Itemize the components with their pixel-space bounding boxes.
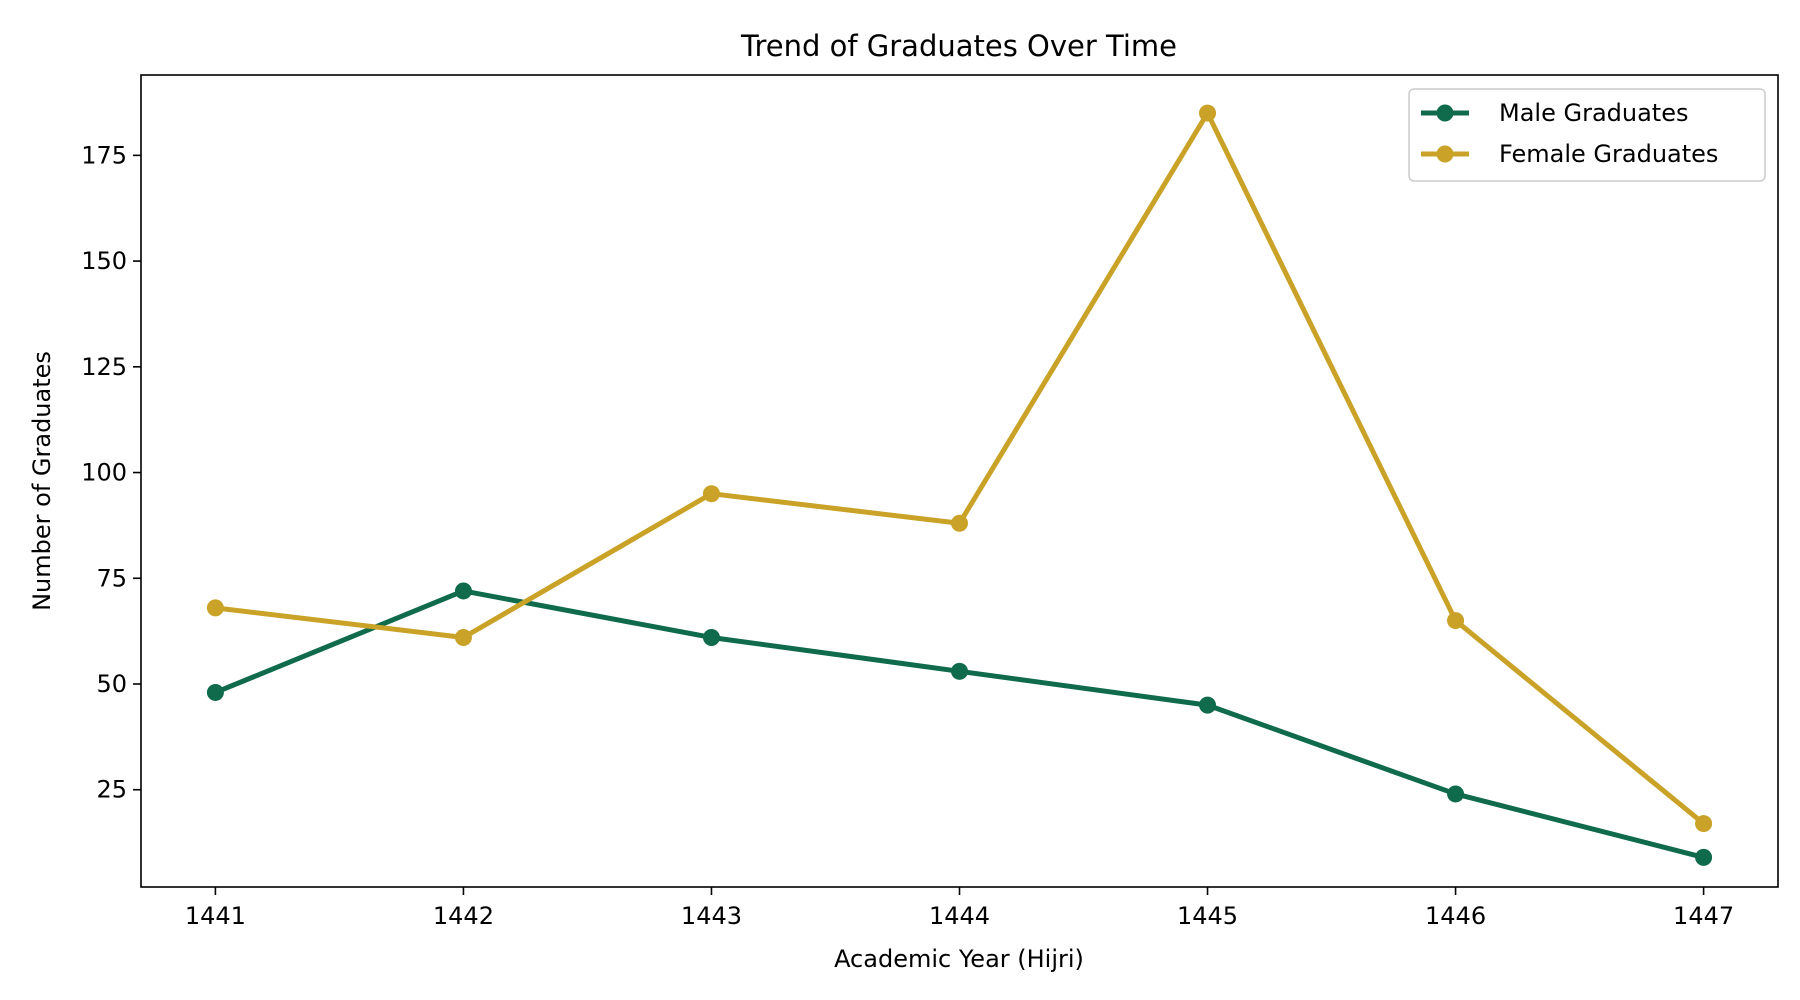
x-tick-label: 1447 (1673, 902, 1734, 930)
legend-box (1408, 88, 1766, 182)
plot-area (140, 74, 1779, 888)
data-point (1695, 815, 1713, 833)
y-tick-label: 100 (81, 459, 127, 487)
legend-label: Female Graduates (1499, 140, 1718, 168)
series-layer (206, 104, 1713, 866)
data-point (951, 662, 968, 680)
series-1 (206, 104, 1713, 833)
series-0 (206, 582, 1713, 866)
legend-marker (1436, 104, 1454, 122)
y-tick-label: 150 (81, 247, 127, 275)
data-point (702, 628, 720, 646)
y-axis-label: Number of Graduates (28, 351, 56, 611)
data-point (951, 514, 968, 532)
data-point (206, 683, 224, 701)
data-point (702, 485, 720, 503)
y-tick-label: 25 (96, 776, 127, 804)
series-line (212, 588, 1707, 860)
data-point (1199, 696, 1217, 714)
x-tick-label: 1442 (433, 902, 494, 930)
series-line (212, 110, 1707, 827)
x-axis-label: Academic Year (Hijri) (834, 945, 1084, 973)
x-tick-label: 1441 (185, 902, 246, 930)
x-tick-label: 1446 (1425, 902, 1486, 930)
x-axis: 1441 1442 1443 1444 1445 1446 1447 (185, 887, 1734, 930)
y-tick-label: 125 (81, 353, 127, 381)
x-tick-label: 1444 (929, 902, 990, 930)
y-tick-label: 175 (81, 141, 127, 169)
legend-marker (1436, 145, 1454, 163)
y-tick-label: 75 (96, 564, 127, 592)
plot-frame (140, 74, 1779, 888)
y-axis: 25 50 75 100 125 150 175 (81, 141, 141, 804)
x-tick-label: 1443 (681, 902, 742, 930)
y-tick-label: 50 (96, 670, 127, 698)
data-point (1447, 612, 1465, 630)
chart-title: Trend of Graduates Over Time (740, 29, 1177, 63)
x-tick-label: 1445 (1177, 902, 1238, 930)
data-point (454, 628, 472, 646)
legend: Male Graduates Female Graduates (1408, 88, 1766, 182)
legend-label: Male Graduates (1499, 99, 1688, 127)
data-point (1199, 104, 1217, 122)
data-point (454, 582, 472, 600)
data-point (206, 599, 224, 617)
data-point (1695, 848, 1713, 866)
data-point (1447, 785, 1465, 803)
